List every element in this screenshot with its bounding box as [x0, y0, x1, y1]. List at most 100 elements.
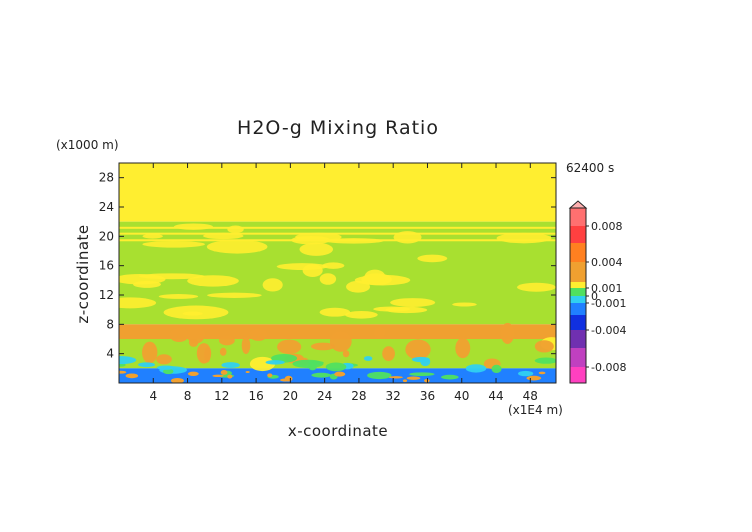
field-patch — [119, 297, 157, 309]
field-surface-patch — [441, 374, 459, 380]
x-tick-label: 40 — [454, 389, 469, 403]
field-plume — [249, 328, 268, 341]
colorbar-tick-label: -0.008 — [591, 361, 626, 374]
field-surface-patch — [424, 379, 430, 383]
field-surface-patch — [163, 368, 174, 375]
field-surface-patch — [325, 362, 347, 372]
colorbar-segment — [570, 303, 586, 315]
field-plume — [455, 338, 471, 359]
field-patch — [373, 306, 411, 312]
field-patch — [390, 298, 436, 307]
field-streak — [119, 232, 556, 235]
x-tick-label: 16 — [248, 389, 263, 403]
field-surface-patch — [491, 364, 502, 374]
field-surface-patch — [308, 362, 317, 371]
field-surface-patch — [518, 370, 534, 377]
field-plume — [405, 339, 431, 360]
field-surface-patch — [245, 370, 250, 374]
field-surface-patch — [267, 373, 273, 378]
field-patch — [206, 239, 268, 254]
plot-area — [119, 163, 556, 383]
field-patch — [364, 269, 386, 284]
time-label: 62400 s — [566, 161, 614, 175]
x-axis-title: x-coordinate — [288, 422, 388, 440]
y-tick-label: 4 — [106, 347, 114, 361]
field-surface-patch — [284, 375, 293, 382]
y-axis: 4 8 12 16 20 24 28 — [99, 171, 556, 361]
y-tick-label: 8 — [106, 317, 114, 331]
field-surface-patch — [125, 373, 139, 379]
colorbar-segment — [570, 282, 586, 288]
field-surface-patch — [187, 371, 199, 376]
field-patch — [182, 311, 203, 316]
field-plume — [277, 339, 302, 355]
field-patch — [227, 225, 244, 234]
field-surface-patch — [526, 375, 542, 381]
colorbar-segment — [570, 208, 586, 226]
field-surface-patch — [411, 356, 430, 363]
x-tick-label: 4 — [149, 389, 157, 403]
field-plume — [241, 336, 251, 355]
colorbar-segment — [570, 243, 586, 262]
field-surface-patch — [156, 365, 175, 370]
field-surface-patch — [170, 377, 184, 383]
colorbar-tick-label: 0.008 — [591, 220, 623, 233]
colorbar-tick-label: 0.004 — [591, 256, 623, 269]
colorbar-tick-label: -0.001 — [591, 297, 626, 310]
x-tick-label: 20 — [283, 389, 298, 403]
field-patch — [452, 302, 477, 307]
field-patch — [319, 307, 351, 317]
x-tick-label: 44 — [488, 389, 503, 403]
field-plume — [186, 324, 206, 344]
colorbar-segment — [570, 348, 586, 367]
field-plume — [218, 335, 235, 346]
colorbar-segment — [570, 296, 586, 303]
field-plume — [500, 322, 515, 344]
field-patch — [142, 240, 205, 248]
field-surface-patch — [367, 371, 392, 380]
colorbar-tick-label: 0 — [591, 290, 598, 303]
field-patch — [344, 311, 378, 319]
x-tick-label: 48 — [523, 389, 538, 403]
colorbar-segment — [570, 315, 586, 330]
field-plume — [329, 331, 352, 352]
field-patch — [262, 278, 283, 292]
y-tick-label: 20 — [99, 229, 114, 243]
field-plume — [249, 356, 276, 372]
colorbar-arrow — [568, 200, 588, 209]
field-surface-patch — [534, 357, 556, 364]
field-surface-patch — [119, 356, 137, 365]
field-surface-patch — [265, 360, 285, 365]
colorbar-tick-label: -0.004 — [591, 324, 626, 337]
field-patch — [299, 242, 334, 256]
field-patch — [173, 223, 214, 230]
x-tick-label: 36 — [420, 389, 435, 403]
colorbar-segment — [570, 226, 586, 243]
field-streak — [119, 226, 556, 229]
field-patch — [187, 275, 239, 287]
field-plume — [311, 342, 336, 351]
y-tick-label: 24 — [99, 200, 114, 214]
x-unit-label: (x1E4 m) — [508, 403, 563, 417]
field-surface-patch — [212, 374, 224, 378]
plot-frame — [118, 162, 557, 384]
field-surface-patch — [119, 370, 127, 374]
field-surface-patch — [363, 356, 373, 361]
field-surface-patch — [538, 371, 546, 375]
field-patch — [158, 294, 199, 299]
x-tick-label: 32 — [386, 389, 401, 403]
field-surface-patch — [334, 371, 346, 377]
field-streak — [119, 239, 556, 242]
field-surface-patch — [227, 374, 233, 379]
field-plume — [342, 350, 350, 358]
field-plume — [219, 347, 227, 356]
field-surface-patch — [221, 362, 240, 368]
colorbar-segment — [570, 262, 586, 282]
y-tick-label: 16 — [99, 259, 114, 273]
field-surface-patch — [311, 372, 332, 378]
colorbar-segment — [570, 367, 586, 383]
y-axis-title: z-coordinate — [74, 224, 92, 323]
field-patch — [207, 292, 262, 298]
y-tick-label: 12 — [99, 288, 114, 302]
